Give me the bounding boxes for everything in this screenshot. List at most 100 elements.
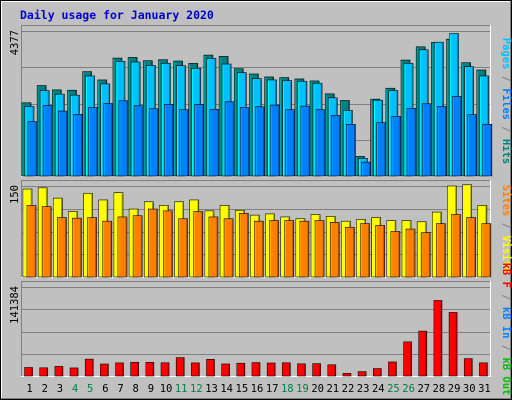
panel-visits-sites-ymax-label: 150	[9, 185, 21, 204]
bar-kb-f-day-27	[418, 330, 428, 377]
bar-sites-day-9	[147, 208, 158, 278]
legend-part-1: /	[500, 288, 512, 307]
legend-part-2: Visits	[500, 235, 512, 273]
x-tick-label-27: 27	[417, 383, 430, 395]
bar-kb-f-day-25	[388, 361, 397, 377]
bar-sites-day-1	[26, 205, 37, 278]
bar-sites-day-17	[269, 220, 279, 278]
bar-pages-day-12	[194, 104, 205, 177]
bar-pages-day-17	[270, 104, 280, 177]
bar-pages-day-29	[452, 96, 462, 177]
panel-visits-sites: 150 Sites / Visits	[9, 180, 512, 278]
bar-kb-f-day-19	[297, 363, 306, 377]
bar-sites-day-30	[466, 217, 476, 278]
x-tick-label-4: 4	[72, 383, 78, 395]
legend-part-4: Hits	[500, 139, 512, 164]
panel-hits-files-pages: 4377 Pages / Files / Hits	[9, 25, 512, 177]
bar-kb-f-day-8	[130, 361, 140, 377]
bar-kb-f-day-16	[251, 362, 261, 377]
bar-sites-day-23	[360, 223, 370, 278]
x-tick-label-14: 14	[220, 383, 233, 395]
x-tick-label-2: 2	[42, 383, 48, 395]
bar-kb-f-day-21	[327, 364, 337, 377]
legend-part-4: kB Out	[500, 357, 512, 395]
bar-pages-day-7	[118, 100, 129, 177]
bar-pages-day-23	[361, 161, 371, 177]
bar-pages-day-3	[58, 110, 68, 177]
legend-part-1: /	[500, 216, 512, 235]
bar-kb-f-day-17	[266, 362, 276, 377]
x-tick-label-20: 20	[311, 383, 324, 395]
x-tick-label-5: 5	[87, 383, 93, 395]
panel-hits-files-pages-ymax-label: 4377	[9, 30, 21, 55]
legend-part-0: Sites	[500, 185, 512, 217]
x-tick-label-8: 8	[133, 383, 139, 395]
chart-title: Daily usage for January 2020	[20, 8, 214, 22]
bar-pages-day-24	[376, 122, 387, 177]
bar-pages-day-26	[406, 108, 417, 177]
bar-kb-f-day-2	[39, 367, 49, 377]
bar-kb-f-day-23	[357, 371, 367, 377]
bar-sites-day-12	[193, 211, 204, 278]
x-tick-label-30: 30	[463, 383, 476, 395]
x-tick-label-29: 29	[448, 383, 461, 395]
bar-pages-day-18	[285, 109, 296, 177]
bar-kb-f-day-12	[191, 362, 200, 377]
x-tick-label-12: 12	[190, 383, 203, 395]
legend-part-3: /	[500, 120, 512, 139]
bar-kb-f-day-20	[312, 363, 321, 377]
legend-part-2: kB In	[500, 307, 512, 339]
x-tick-label-26: 26	[402, 383, 415, 395]
bar-sites-day-4	[72, 217, 82, 278]
bar-kb-f-day-6	[100, 363, 109, 377]
bar-kb-f-day-24	[372, 368, 382, 377]
bar-pages-day-10	[164, 104, 174, 177]
panel-kb-in-out-ymax-label: 141384	[9, 286, 21, 324]
bar-kb-f-day-13	[206, 359, 215, 377]
bar-sites-day-27	[420, 232, 431, 278]
bar-sites-day-11	[178, 218, 188, 278]
x-tick-label-13: 13	[205, 383, 218, 395]
x-tick-label-19: 19	[296, 383, 309, 395]
legend-part-2: Files	[500, 88, 512, 120]
panel-visits-sites-legend: Sites / Visits	[500, 185, 512, 274]
x-tick-label-25: 25	[387, 383, 400, 395]
panel-hits-files-pages-legend: Pages / Files / Hits	[500, 38, 512, 164]
bar-sites-day-31	[481, 223, 492, 278]
bar-kb-f-day-29	[448, 312, 458, 377]
bar-sites-day-15	[238, 213, 249, 278]
legend-part-0: kB F	[500, 263, 512, 288]
bar-kb-f-day-28	[433, 300, 443, 377]
x-tick-label-24: 24	[372, 383, 385, 395]
bar-sites-day-6	[102, 220, 113, 278]
bar-pages-day-6	[103, 103, 114, 177]
bar-pages-day-14	[224, 101, 235, 177]
bar-pages-day-21	[330, 115, 341, 177]
bar-pages-day-2	[42, 105, 53, 177]
bar-pages-day-15	[239, 107, 250, 177]
x-tick-label-9: 9	[148, 383, 154, 395]
bar-pages-day-5	[88, 107, 98, 177]
bar-kb-f-day-4	[69, 367, 79, 377]
bar-sites-day-25	[390, 231, 401, 278]
bar-sites-day-7	[117, 216, 128, 278]
x-tick-label-16: 16	[251, 383, 264, 395]
bar-pages-day-16	[255, 106, 265, 177]
bar-pages-day-27	[421, 103, 432, 177]
x-tick-label-21: 21	[326, 383, 339, 395]
x-axis-tick-labels: 1 2 3 4 5 6 7 8 9 10 11 12 13 14 15 16 17 18 19 20 21 22 23 24 2…	[26, 383, 490, 395]
chart-panels: 4377 Pages / Files / Hits 150 Sites / Visit…	[9, 25, 512, 395]
bar-sites-day-29	[451, 214, 461, 278]
bar-sites-day-14	[223, 218, 234, 278]
bar-sites-day-24	[375, 225, 386, 278]
panel-kb-in-out-background	[21, 281, 491, 377]
x-tick-label-10: 10	[160, 383, 173, 395]
bar-kb-f-day-14	[221, 363, 230, 377]
bar-pages-day-11	[179, 109, 189, 177]
bar-kb-f-day-1	[24, 367, 33, 377]
bar-kb-f-day-11	[175, 357, 185, 377]
bar-sites-day-18	[284, 220, 295, 278]
bar-sites-day-21	[329, 222, 340, 278]
